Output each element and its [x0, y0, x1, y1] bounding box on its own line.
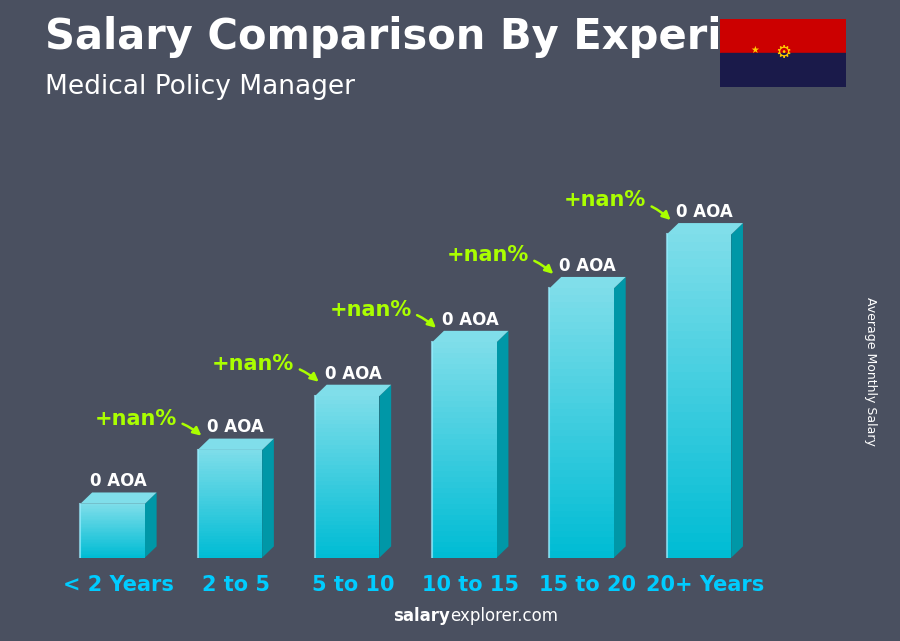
Text: < 2 Years: < 2 Years — [63, 575, 174, 595]
Text: 0 AOA: 0 AOA — [207, 419, 264, 437]
Polygon shape — [80, 492, 157, 504]
Text: explorer.com: explorer.com — [450, 607, 558, 625]
Polygon shape — [614, 277, 626, 558]
Text: 15 to 20: 15 to 20 — [539, 575, 636, 595]
Text: 0 AOA: 0 AOA — [90, 472, 147, 490]
Polygon shape — [262, 438, 274, 558]
Text: +nan%: +nan% — [95, 410, 199, 434]
Text: 20+ Years: 20+ Years — [645, 575, 764, 595]
Text: 0 AOA: 0 AOA — [442, 311, 499, 329]
Text: ★: ★ — [751, 44, 759, 54]
Bar — [720, 19, 846, 53]
Text: +nan%: +nan% — [329, 299, 434, 326]
Text: Salary Comparison By Experience: Salary Comparison By Experience — [45, 16, 832, 58]
Bar — [720, 53, 846, 87]
Text: 10 to 15: 10 to 15 — [422, 575, 518, 595]
Text: Medical Policy Manager: Medical Policy Manager — [45, 74, 355, 100]
Text: 0 AOA: 0 AOA — [559, 257, 616, 275]
Polygon shape — [145, 492, 157, 558]
Polygon shape — [380, 385, 392, 558]
Text: 5 to 10: 5 to 10 — [311, 575, 394, 595]
Text: ⚙: ⚙ — [775, 44, 791, 62]
Text: 0 AOA: 0 AOA — [325, 365, 382, 383]
Polygon shape — [497, 331, 508, 558]
Text: +nan%: +nan% — [564, 190, 669, 218]
Polygon shape — [198, 438, 274, 450]
Text: +nan%: +nan% — [446, 245, 552, 272]
Text: salary: salary — [393, 607, 450, 625]
Polygon shape — [550, 277, 626, 288]
Text: 0 AOA: 0 AOA — [677, 203, 733, 221]
Polygon shape — [667, 223, 743, 235]
Text: 2 to 5: 2 to 5 — [202, 575, 270, 595]
Text: Average Monthly Salary: Average Monthly Salary — [865, 297, 878, 446]
Text: +nan%: +nan% — [212, 354, 317, 380]
Polygon shape — [315, 385, 392, 396]
Polygon shape — [731, 223, 743, 558]
Polygon shape — [432, 331, 508, 342]
